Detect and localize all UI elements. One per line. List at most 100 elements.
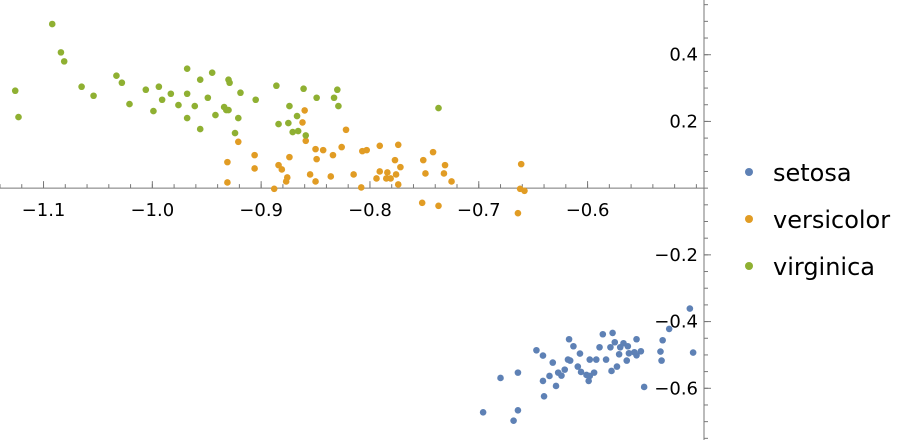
versicolor-point bbox=[394, 141, 402, 149]
virginica-point bbox=[289, 128, 296, 136]
setosa-point bbox=[596, 343, 603, 351]
setosa-point bbox=[546, 372, 553, 380]
legend-label-setosa: setosa bbox=[773, 159, 852, 187]
versicolor-point bbox=[363, 146, 370, 154]
x-tick-label: −0.9 bbox=[239, 200, 283, 221]
y-tick-label: −0.2 bbox=[654, 245, 698, 266]
virginica-point bbox=[330, 94, 338, 102]
virginica-point bbox=[275, 120, 282, 128]
versicolor-point bbox=[422, 170, 429, 177]
axes bbox=[0, 0, 705, 440]
setosa-point bbox=[539, 352, 547, 359]
setosa-point bbox=[514, 369, 522, 376]
setosa-point bbox=[586, 356, 594, 363]
virginica-point bbox=[204, 94, 212, 102]
setosa-point bbox=[658, 357, 665, 364]
setosa-point bbox=[689, 349, 697, 356]
versicolor-point bbox=[384, 169, 391, 176]
setosa-point bbox=[608, 367, 615, 375]
virginica-point bbox=[294, 127, 302, 135]
x-tick-label: −1.1 bbox=[22, 200, 66, 221]
versicolor-point bbox=[224, 179, 231, 186]
virginica-point bbox=[113, 72, 120, 80]
setosa-point bbox=[549, 359, 557, 366]
ticks: −1.1 −1.0 −0.9 −0.8 −0.7 −0.6 0.4 0.2 −0.2 −0.4 −0… bbox=[0, 4, 711, 439]
virginica-point bbox=[196, 125, 204, 133]
setosa-point bbox=[686, 305, 694, 312]
versicolor-point bbox=[376, 168, 384, 175]
virginica-point bbox=[286, 102, 293, 110]
setosa-point bbox=[574, 363, 582, 370]
setosa-point bbox=[552, 382, 560, 390]
virginica-point bbox=[225, 106, 232, 114]
setosa-point bbox=[657, 348, 664, 355]
virginica-point bbox=[78, 83, 85, 91]
versicolor-point bbox=[338, 143, 345, 151]
x-tick-label: −0.8 bbox=[348, 200, 392, 221]
x-tick-label: −1.0 bbox=[130, 200, 174, 221]
versicolor-point bbox=[319, 146, 327, 154]
versicolor-point bbox=[517, 160, 525, 168]
legend-label-versicolor: versicolor bbox=[773, 206, 890, 234]
setosa-point bbox=[565, 335, 573, 343]
versicolor-point bbox=[312, 178, 319, 185]
setosa-point bbox=[577, 368, 585, 376]
setosa-point bbox=[540, 393, 548, 400]
legend: setosa versicolor virginica bbox=[745, 159, 890, 281]
x-tick-label: −0.7 bbox=[457, 200, 501, 221]
versicolor-point bbox=[251, 165, 258, 172]
setosa-point bbox=[533, 346, 540, 354]
virginica-point bbox=[15, 113, 22, 121]
setosa-point bbox=[611, 338, 619, 346]
setosa-point bbox=[615, 350, 623, 358]
setosa-point bbox=[637, 347, 645, 355]
setosa-point bbox=[586, 372, 594, 380]
versicolor-point bbox=[329, 151, 337, 159]
setosa-point bbox=[497, 374, 504, 382]
virginica-point bbox=[158, 96, 166, 104]
setosa-point bbox=[479, 409, 487, 416]
virginica-point bbox=[183, 65, 191, 73]
virginica-point bbox=[167, 90, 175, 98]
versicolor-point bbox=[282, 178, 290, 185]
virginica-point bbox=[273, 82, 280, 90]
virginica-point bbox=[208, 69, 216, 77]
legend-marker-setosa bbox=[745, 168, 753, 176]
versicolor-point bbox=[306, 171, 314, 178]
setosa-point bbox=[592, 356, 600, 363]
y-tick-label: 0.2 bbox=[669, 111, 698, 132]
versicolor-point bbox=[350, 171, 357, 178]
virginica-point bbox=[293, 112, 301, 120]
virginica-point bbox=[302, 132, 310, 139]
legend-marker-virginica bbox=[745, 262, 753, 270]
versicolor-point bbox=[435, 202, 442, 210]
setosa-point bbox=[576, 350, 584, 357]
virginica-point bbox=[285, 119, 292, 127]
versicolor-point bbox=[286, 153, 293, 161]
setosa-point bbox=[625, 349, 633, 357]
versicolor-point bbox=[327, 173, 335, 180]
virginica-point bbox=[252, 96, 260, 104]
versicolor-point bbox=[301, 107, 308, 114]
versicolor-point bbox=[270, 185, 278, 193]
virginica-point bbox=[118, 79, 126, 87]
versicolor-point bbox=[357, 184, 365, 191]
setosa-point bbox=[607, 343, 614, 351]
versicolor-point bbox=[448, 178, 455, 185]
virginica-point bbox=[175, 101, 182, 109]
virginica-point bbox=[435, 104, 442, 112]
versicolor-point bbox=[394, 181, 402, 188]
data-points bbox=[11, 20, 697, 424]
virginica-point bbox=[150, 107, 157, 115]
setosa-point bbox=[631, 348, 638, 356]
virginica-point bbox=[196, 76, 204, 84]
setosa-point bbox=[510, 417, 517, 424]
versicolor-point bbox=[234, 138, 242, 146]
versicolor-point bbox=[376, 142, 384, 150]
versicolor-point bbox=[224, 158, 231, 166]
versicolor-point bbox=[397, 163, 404, 171]
x-tick-label: −0.6 bbox=[566, 200, 610, 221]
y-tick-label: −0.6 bbox=[654, 378, 698, 399]
versicolor-point bbox=[419, 156, 427, 164]
virginica-point bbox=[234, 114, 242, 122]
